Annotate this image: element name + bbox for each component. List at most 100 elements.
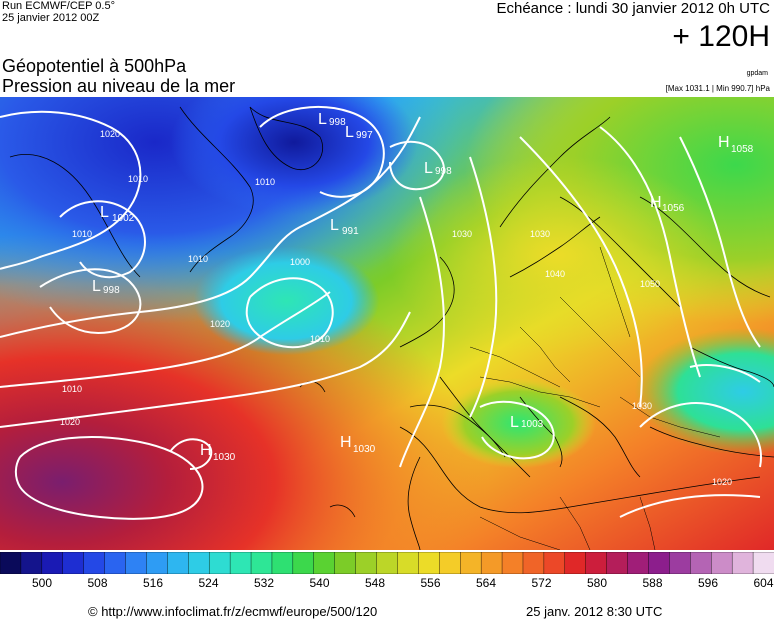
isobar-label: 1010 bbox=[188, 254, 208, 264]
low-center-letter: L bbox=[318, 111, 327, 128]
isobar-label: 1010 bbox=[62, 384, 82, 394]
low-center-value: 1003 bbox=[521, 419, 544, 430]
color-scale-swatch bbox=[188, 552, 210, 574]
source-url: © http://www.infoclimat.fr/z/ecmwf/europ… bbox=[88, 604, 378, 619]
low-center-letter: L bbox=[345, 124, 354, 141]
weather-map: 1020 1010 1010 1010 1010 1000 1020 1010 … bbox=[0, 97, 774, 550]
isobar-label: 1020 bbox=[60, 417, 80, 427]
color-scale-swatch bbox=[167, 552, 190, 574]
color-scale-swatch bbox=[376, 552, 399, 574]
color-scale-tick: 524 bbox=[198, 576, 219, 590]
isobar-label: 1000 bbox=[290, 257, 310, 267]
isobar-label: 1010 bbox=[72, 229, 92, 239]
high-center-value: 1030 bbox=[353, 444, 376, 455]
color-scale-swatch bbox=[627, 552, 650, 574]
isobars bbox=[0, 106, 762, 520]
color-scale-swatch bbox=[292, 552, 315, 574]
generated-date: 25 janv. 2012 8:30 UTC bbox=[526, 604, 663, 619]
color-scale-swatch bbox=[669, 552, 692, 574]
run-date-label: 25 janvier 2012 00Z bbox=[2, 12, 100, 24]
color-scale-swatch bbox=[20, 552, 43, 574]
high-center-letter: H bbox=[200, 442, 212, 459]
high-center-value: 1058 bbox=[731, 144, 754, 155]
low-center-letter: L bbox=[510, 414, 519, 431]
isobar-label: 1020 bbox=[100, 129, 120, 139]
color-scale-swatch bbox=[62, 552, 85, 574]
low-center-letter: L bbox=[330, 217, 339, 234]
color-scale-ticks: 500 508 516 524 532 540 548 556 564 572 580 588 596 6… bbox=[0, 576, 774, 592]
map-title-pressure: Pression au niveau de la mer bbox=[2, 76, 236, 96]
color-scale-swatch bbox=[146, 552, 169, 574]
color-scale-tick: 564 bbox=[475, 576, 497, 590]
run-model-label: Run ECMWF/CEP 0.5° bbox=[2, 0, 116, 12]
color-scale-swatch bbox=[460, 552, 482, 574]
high-center-letter: H bbox=[718, 134, 730, 151]
color-scale-swatch bbox=[606, 552, 629, 574]
isobar-labels: 1020 1010 1010 1010 1010 1000 1020 1010 … bbox=[60, 129, 732, 487]
color-scale-tick: 572 bbox=[531, 576, 552, 590]
color-scale-swatch bbox=[711, 552, 733, 574]
color-scale-swatch bbox=[0, 552, 22, 574]
color-scale-tick: 508 bbox=[87, 576, 108, 590]
color-scale-tick: 556 bbox=[420, 576, 441, 590]
low-center-value: 998 bbox=[435, 166, 452, 177]
isobar-label: 1030 bbox=[632, 401, 652, 411]
color-scale-swatch bbox=[41, 552, 64, 574]
color-scale-swatch bbox=[752, 552, 774, 574]
isobar-label: 1020 bbox=[712, 477, 732, 487]
color-scale-swatch bbox=[208, 552, 231, 574]
color-scale-tick: 532 bbox=[253, 576, 275, 590]
color-scale-swatch bbox=[271, 552, 294, 574]
color-scale-swatch bbox=[439, 552, 462, 574]
color-scale-swatch bbox=[690, 552, 713, 574]
isobar-label: 1020 bbox=[210, 319, 230, 329]
low-center-value: 997 bbox=[356, 130, 373, 141]
pressure-centers: L 998 L 997 L 998 L 1002 L 991 L 998 L 1… bbox=[92, 111, 754, 463]
color-scale-swatch bbox=[125, 552, 148, 574]
isobar-label: 1030 bbox=[452, 229, 472, 239]
isobar-label: 1030 bbox=[530, 229, 550, 239]
color-scale-swatch bbox=[585, 552, 608, 574]
isobar-label: 1010 bbox=[255, 177, 275, 187]
color-scale-tick: 548 bbox=[364, 576, 386, 590]
color-scale-tick: 516 bbox=[142, 576, 164, 590]
max-min-pressure: [Max 1031.1 | Min 990.7] hPa bbox=[665, 84, 770, 93]
color-scale-tick: 596 bbox=[697, 576, 719, 590]
low-center-letter: L bbox=[424, 160, 433, 177]
low-center-letter: L bbox=[100, 204, 109, 221]
borders bbox=[469, 246, 721, 550]
forecast-valid-time: Echéance : lundi 30 janvier 2012 0h UTC bbox=[496, 0, 770, 17]
coastlines bbox=[9, 106, 774, 550]
high-center-value: 1030 bbox=[213, 452, 236, 463]
color-scale-swatch bbox=[731, 552, 754, 574]
color-scale-swatch bbox=[334, 552, 357, 574]
isobar-label: 1010 bbox=[128, 174, 148, 184]
color-scale-swatch bbox=[397, 552, 420, 574]
isobar-label: 1050 bbox=[640, 279, 660, 289]
high-center-value: 1056 bbox=[662, 203, 685, 214]
high-center-letter: H bbox=[650, 194, 662, 211]
unit-tag: gpdam bbox=[746, 70, 768, 77]
color-scale-tick: 540 bbox=[309, 576, 330, 590]
color-scale-tick: 588 bbox=[642, 576, 663, 590]
color-scale-swatch bbox=[648, 552, 671, 574]
map-title-geopotential: Géopotentiel à 500hPa bbox=[2, 56, 187, 76]
color-scale-swatch bbox=[564, 552, 587, 574]
isobar-label: 1040 bbox=[545, 269, 565, 279]
color-scale-swatch bbox=[355, 552, 378, 574]
color-scale-swatch bbox=[104, 552, 127, 574]
color-scale-swatch bbox=[501, 552, 524, 574]
color-scale-tick: 500 bbox=[31, 576, 53, 590]
color-scale-bar bbox=[0, 552, 774, 574]
low-center-value: 998 bbox=[329, 117, 346, 128]
color-scale-swatch bbox=[250, 552, 273, 574]
low-center-value: 991 bbox=[342, 226, 359, 237]
color-scale-swatch bbox=[313, 552, 336, 574]
lead-time: + 120H bbox=[672, 20, 770, 53]
color-scale-swatch bbox=[522, 552, 545, 574]
color-scale-swatch bbox=[543, 552, 566, 574]
low-center-letter: L bbox=[92, 278, 101, 295]
color-scale-swatch bbox=[83, 552, 106, 574]
color-scale-swatch bbox=[480, 552, 503, 574]
low-center-value: 998 bbox=[103, 285, 120, 296]
